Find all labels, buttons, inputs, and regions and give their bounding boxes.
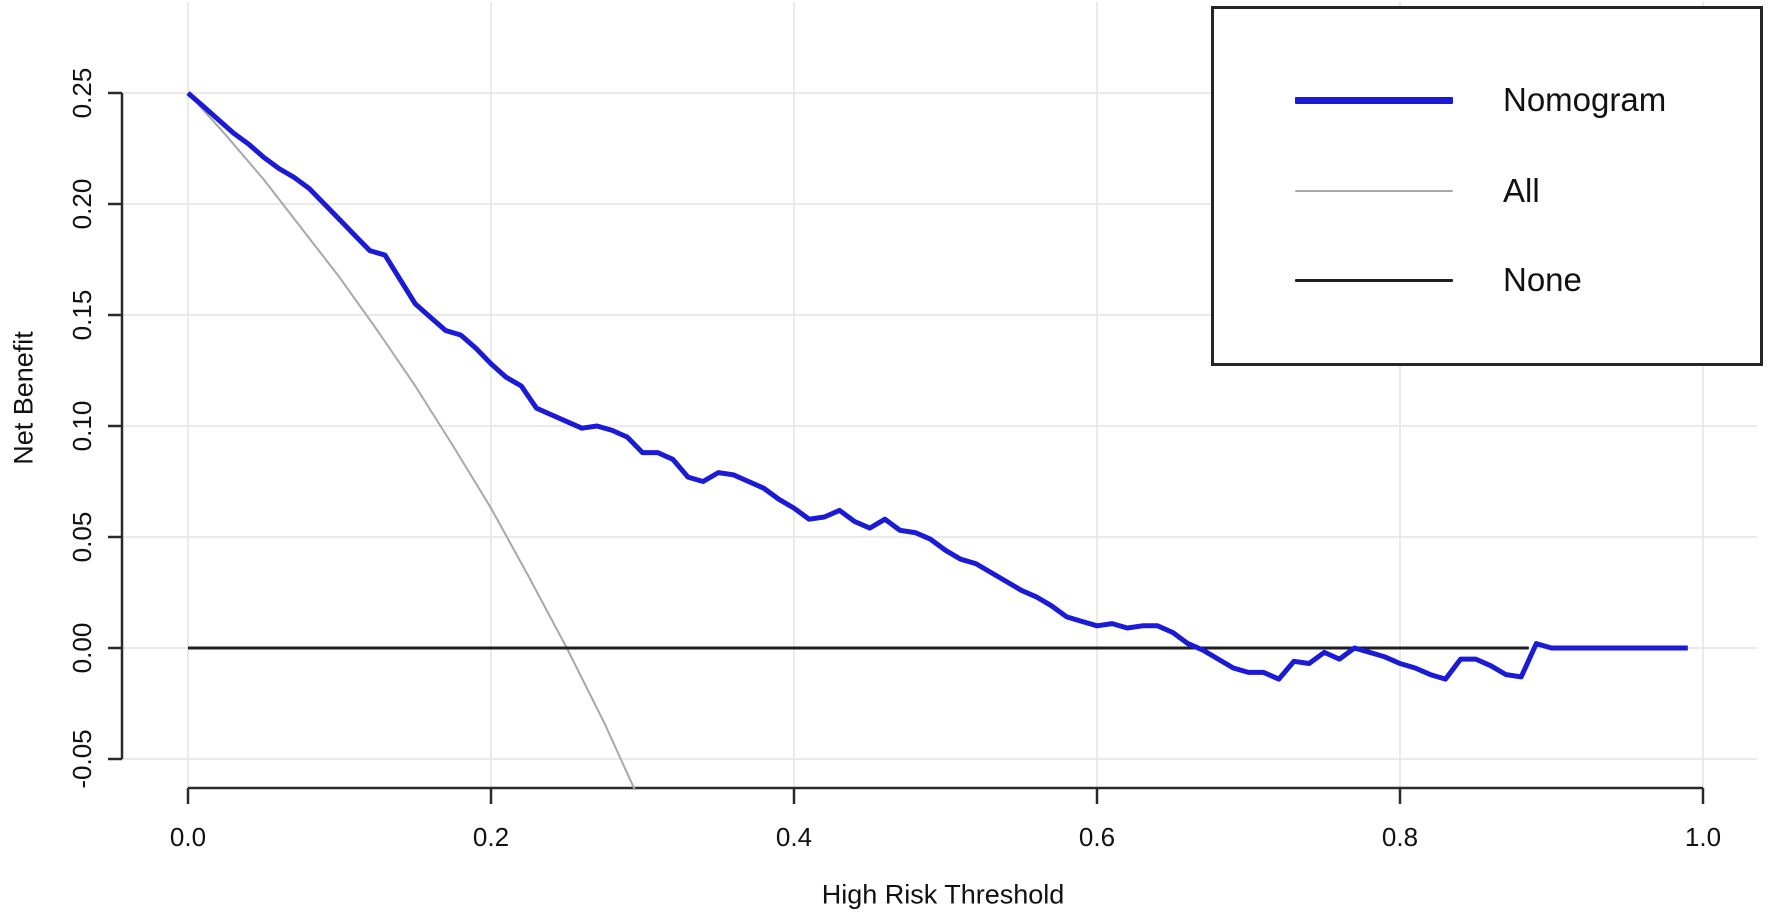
x-tick-label: 0.8	[1382, 822, 1418, 852]
legend-entry-none: None	[1214, 252, 1760, 308]
all-line-swatch	[1295, 190, 1453, 192]
y-tick-label: 0.05	[67, 512, 97, 563]
tick-labels: -0.05 0.00 0.05 0.10 0.15 0.20 0.25 0.0 0.2 0.4 0.…	[67, 68, 1721, 852]
axes	[108, 91, 1705, 804]
y-tick-label: 0.20	[67, 179, 97, 230]
x-tick-label: 0.6	[1079, 822, 1115, 852]
x-tick-label: 0.2	[473, 822, 509, 852]
y-tick-label: 0.15	[67, 290, 97, 341]
all-line	[187, 92, 636, 791]
y-tick-label: -0.05	[67, 729, 97, 788]
x-tick-label: 0.0	[170, 822, 206, 852]
legend-entry-nomogram: Nomogram	[1214, 72, 1760, 128]
legend-label-all: All	[1503, 172, 1540, 209]
legend-label-nomogram: Nomogram	[1503, 81, 1667, 118]
data-series	[186, 91, 1688, 791]
nomogram-line-swatch	[1295, 96, 1453, 104]
y-tick-label: 0.10	[67, 401, 97, 452]
y-tick-label: 0.25	[67, 68, 97, 119]
legend-label-none: None	[1503, 261, 1582, 298]
legend-entry-all: All	[1214, 163, 1760, 219]
y-axis-title: Net Benefit	[8, 331, 39, 465]
legend-box: Nomogram All None	[1211, 6, 1763, 366]
nomogram-line	[186, 91, 1688, 682]
none-line-swatch	[1295, 278, 1453, 282]
x-tick-label: 0.4	[776, 822, 812, 852]
x-tick-label: 1.0	[1685, 822, 1721, 852]
y-tick-label: 0.00	[67, 623, 97, 674]
x-axis-title: High Risk Threshold	[821, 879, 1065, 910]
